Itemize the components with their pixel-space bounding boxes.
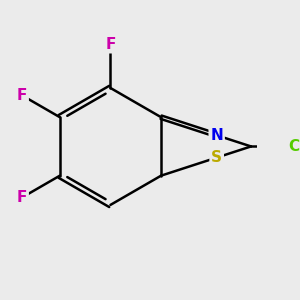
Text: F: F [17,88,27,103]
Text: S: S [211,150,222,165]
Text: N: N [210,128,223,143]
Text: F: F [17,190,27,205]
Text: F: F [105,37,116,52]
Text: Cl: Cl [289,139,300,154]
